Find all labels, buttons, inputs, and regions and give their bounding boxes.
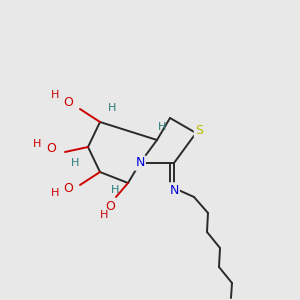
Text: H: H bbox=[51, 90, 59, 100]
Text: O: O bbox=[46, 142, 56, 154]
Text: H: H bbox=[111, 185, 119, 195]
Text: O: O bbox=[105, 200, 115, 212]
Text: O: O bbox=[63, 95, 73, 109]
Text: H: H bbox=[71, 158, 79, 168]
Text: S: S bbox=[195, 124, 203, 136]
Text: H: H bbox=[51, 188, 59, 198]
Text: H: H bbox=[33, 139, 41, 149]
Text: O: O bbox=[63, 182, 73, 196]
Text: N: N bbox=[135, 157, 145, 169]
Text: N: N bbox=[169, 184, 179, 196]
Text: H: H bbox=[158, 122, 166, 132]
Text: H: H bbox=[108, 103, 116, 113]
Text: H: H bbox=[100, 210, 108, 220]
